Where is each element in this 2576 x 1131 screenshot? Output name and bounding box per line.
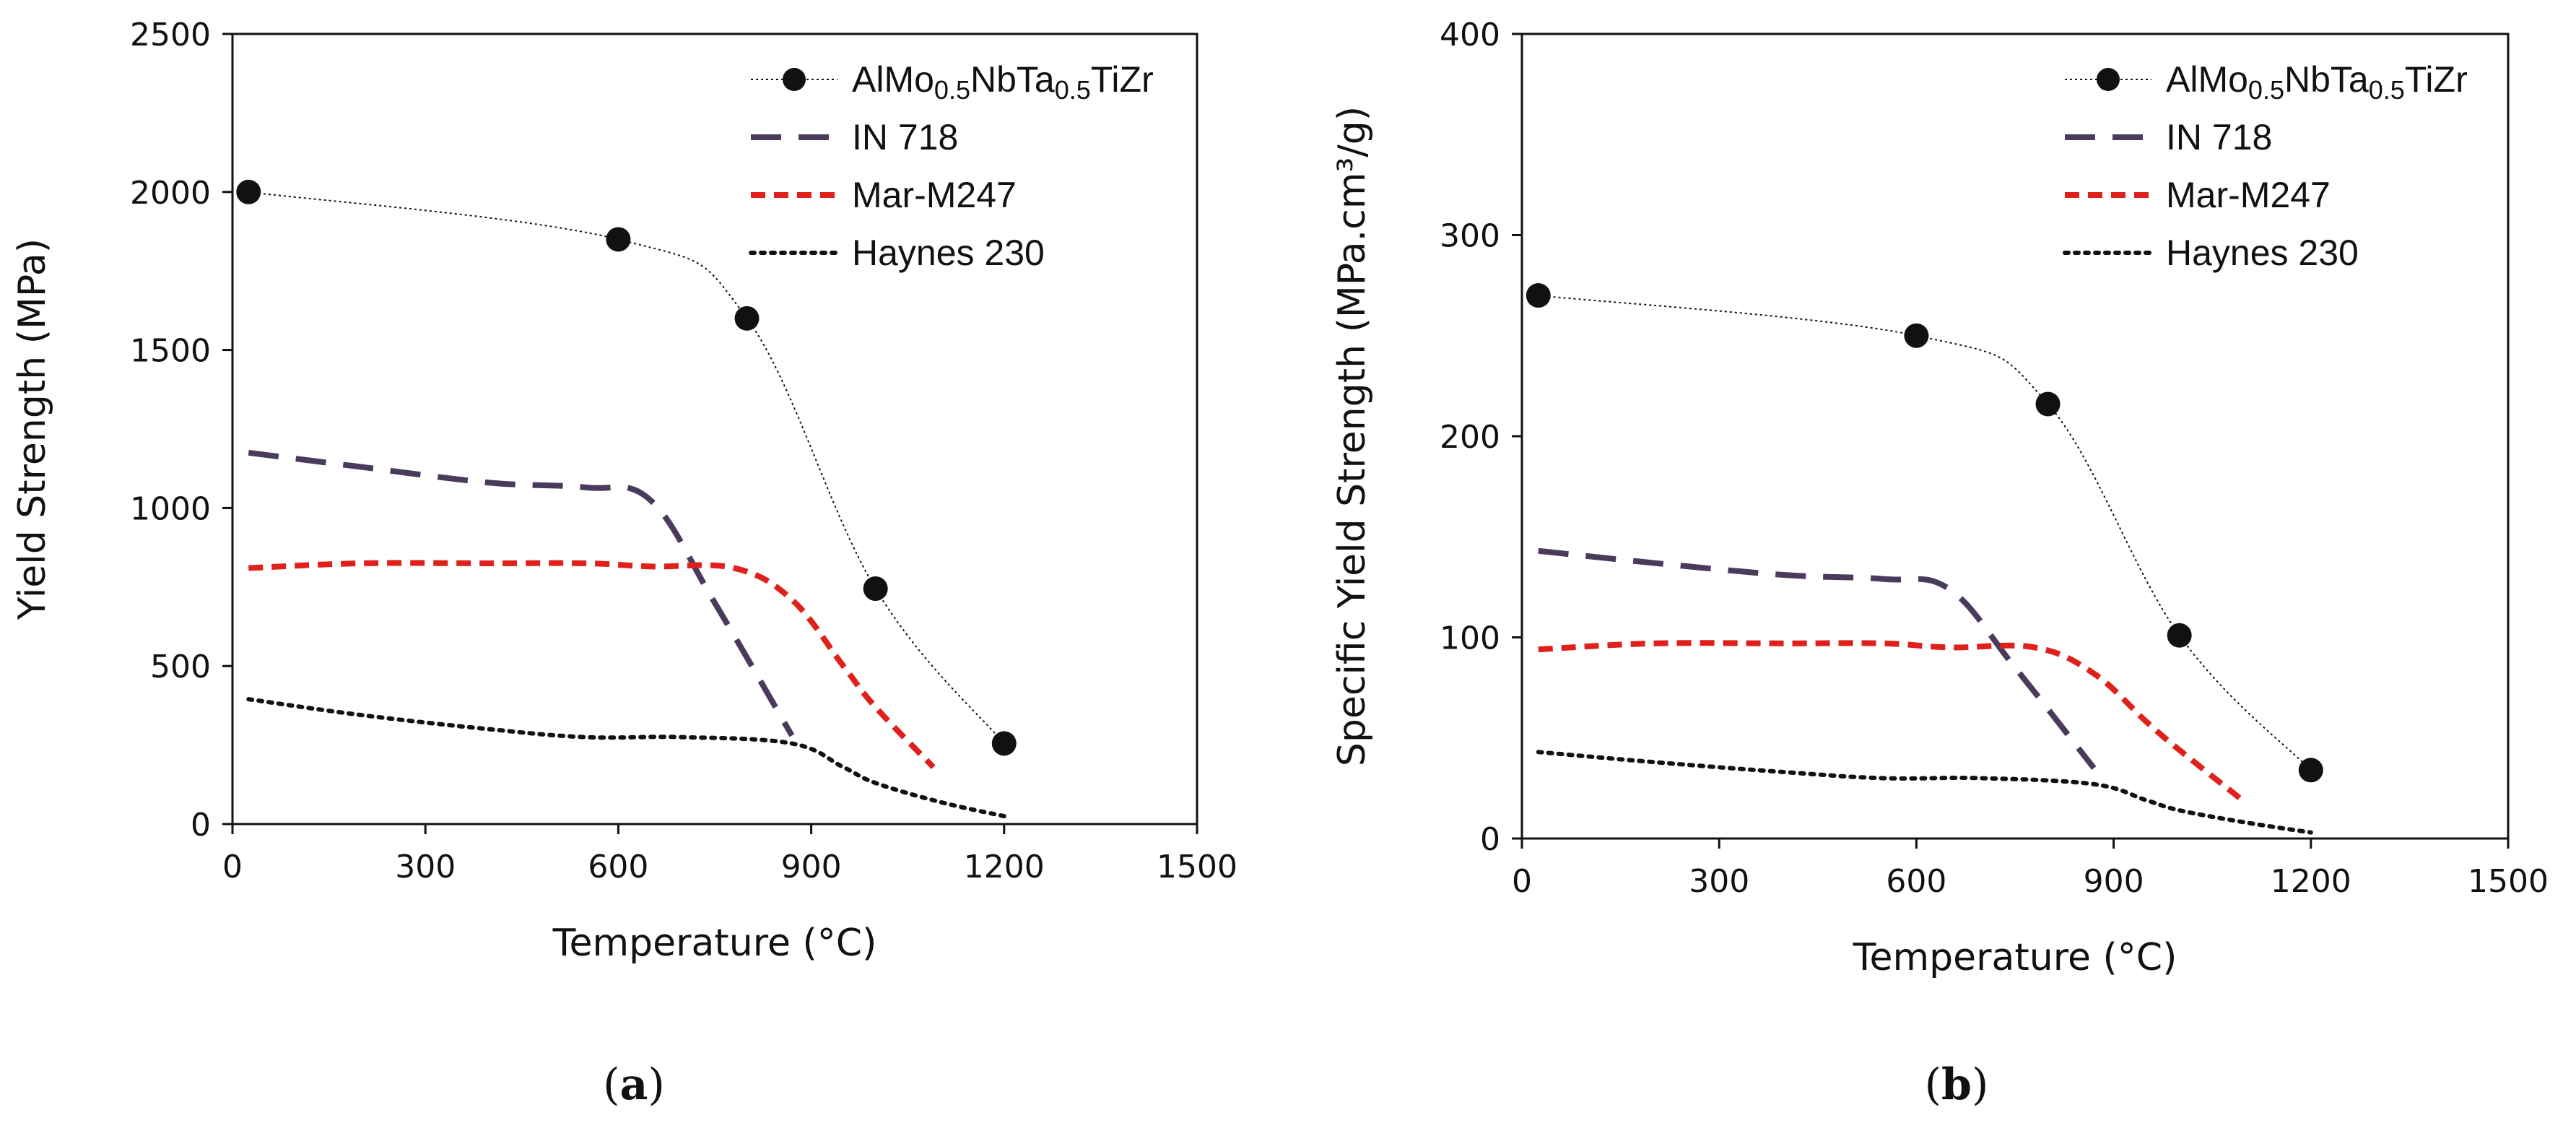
x-tick-label: 1500 xyxy=(1157,849,1237,885)
y-tick-label: 500 xyxy=(150,649,211,685)
data-point-marker xyxy=(2035,391,2061,417)
series-line xyxy=(1536,750,2313,835)
legend-label: AlMo0.5NbTa0.5TiZr xyxy=(2166,59,2468,105)
legend-label: Haynes 230 xyxy=(852,233,1045,273)
legend-label-part: TiZr xyxy=(1091,59,1154,100)
legend-label-part: IN 718 xyxy=(2166,117,2272,157)
panel-caption: (b) xyxy=(1925,1060,1989,1110)
plot-frame xyxy=(231,32,1198,826)
legend-label: IN 718 xyxy=(2166,117,2272,157)
legend-label-part: AlMo xyxy=(852,59,934,100)
legend-label: Haynes 230 xyxy=(2166,233,2359,273)
legend-label: AlMo0.5NbTa0.5TiZr xyxy=(852,59,1154,105)
legend-label: Mar-M247 xyxy=(2166,175,2331,215)
series-line xyxy=(1538,295,2312,771)
legend-label-subscript: 0.5 xyxy=(2369,75,2405,105)
y-tick-label: 200 xyxy=(1440,419,1500,456)
caption-paren: ) xyxy=(1972,1060,1988,1110)
legend-label-part: Mar-M247 xyxy=(852,175,1017,215)
series-line xyxy=(1538,640,2248,805)
data-point-marker xyxy=(863,576,888,601)
legend-label-subscript: 0.5 xyxy=(1055,75,1091,105)
x-tick-label: 1200 xyxy=(2271,863,2351,900)
caption-paren: ( xyxy=(603,1060,619,1110)
x-tick-label: 900 xyxy=(781,849,842,885)
x-tick-label: 300 xyxy=(395,849,456,885)
legend-label-subscript: 0.5 xyxy=(934,75,970,105)
y-tick-label: 2000 xyxy=(130,175,211,212)
y-tick-label: 1500 xyxy=(130,333,211,370)
panel-caption: (a) xyxy=(603,1060,665,1110)
data-point-marker xyxy=(2167,623,2192,648)
series-line xyxy=(246,697,1006,819)
caption-letter: a xyxy=(620,1060,648,1110)
legend-label: IN 718 xyxy=(852,117,958,157)
y-tick-label: 400 xyxy=(1440,17,1500,53)
legend-label-part: AlMo xyxy=(2166,59,2248,100)
legend-swatch-marker xyxy=(783,68,806,91)
legend-label-part: NbTa xyxy=(970,59,1055,100)
series-line xyxy=(248,449,795,737)
caption-paren: ) xyxy=(648,1060,664,1110)
x-axis-title: Temperature (°C) xyxy=(552,922,877,965)
data-point-marker xyxy=(1904,323,1929,348)
x-tick-label: 1200 xyxy=(964,849,1045,885)
data-point-marker xyxy=(734,306,760,331)
legend-label: Mar-M247 xyxy=(852,175,1017,215)
x-tick-label: 600 xyxy=(588,849,648,885)
caption-paren: ( xyxy=(1925,1060,1941,1110)
plot-frame xyxy=(1520,32,2510,840)
legend-label-part: TiZr xyxy=(2405,59,2468,100)
data-point-marker xyxy=(2298,758,2323,783)
chart-panel-b: 0 300 600 900 1200 1500 0 100 200 300 400 Temperatu… xyxy=(1331,17,2549,1110)
x-tick-label: 600 xyxy=(1886,863,1946,900)
y-tick-label: 0 xyxy=(1480,821,1500,858)
legend-label-part: Haynes 230 xyxy=(852,233,1045,273)
series-line xyxy=(248,560,936,770)
x-axis-title: Temperature (°C) xyxy=(1853,936,2177,979)
data-point-marker xyxy=(236,179,261,204)
legend-label-part: NbTa xyxy=(2284,59,2369,100)
y-tick-label: 100 xyxy=(1440,620,1500,657)
y-tick-label: 1000 xyxy=(130,490,211,527)
y-axis-title: Specific Yield Strength (MPa.cm³/g) xyxy=(1331,106,1374,766)
legend-label-part: Mar-M247 xyxy=(2166,175,2331,215)
data-point-marker xyxy=(991,731,1017,756)
y-tick-label: 2500 xyxy=(130,17,211,53)
legend-label-part: IN 718 xyxy=(852,117,958,157)
series-line xyxy=(248,191,1005,745)
legend-label-part: Haynes 230 xyxy=(2166,233,2359,273)
x-tick-label: 1500 xyxy=(2468,863,2549,900)
chart-panel-a: 0 300 600 900 1200 1500 0 500 1000 1500 2000 2500 Te… xyxy=(11,17,1237,1110)
x-tick-label: 300 xyxy=(1689,863,1749,900)
data-point-marker xyxy=(1526,283,1551,308)
y-tick-label: 0 xyxy=(191,807,211,844)
caption-letter: b xyxy=(1941,1060,1972,1110)
legend-label-subscript: 0.5 xyxy=(2248,75,2284,105)
legend-swatch-marker xyxy=(2097,68,2120,91)
y-axis-title: Yield Strength (MPa) xyxy=(11,238,54,620)
y-tick-label: 300 xyxy=(1440,218,1500,255)
data-point-marker xyxy=(606,227,631,252)
series-line xyxy=(1538,547,2097,770)
x-tick-label: 0 xyxy=(1512,863,1532,900)
x-tick-label: 0 xyxy=(222,849,243,885)
x-tick-label: 900 xyxy=(2084,863,2144,900)
